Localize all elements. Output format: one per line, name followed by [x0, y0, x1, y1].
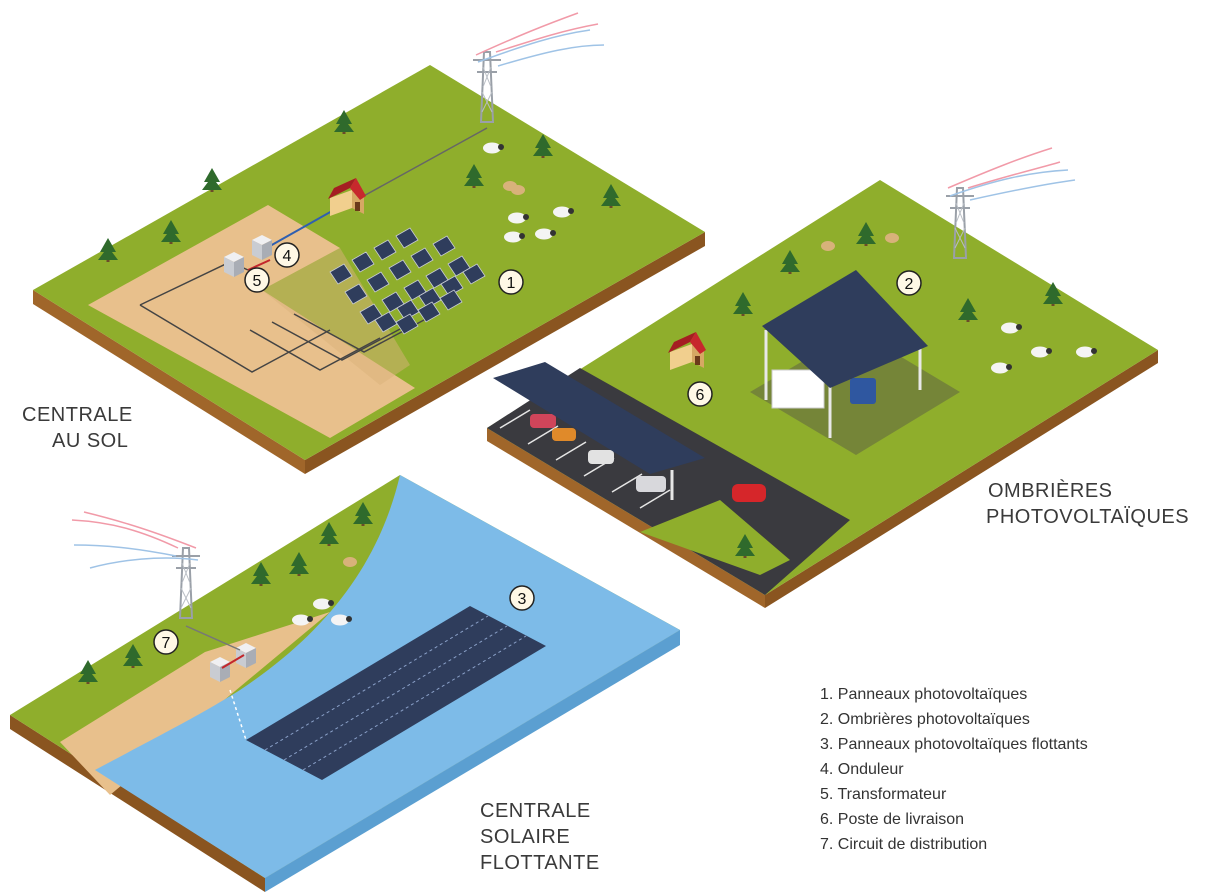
- marker-1-text: 1: [507, 275, 516, 292]
- legend-item: 7. Circuit de distribution: [820, 836, 988, 853]
- marker-2-text: 2: [905, 276, 914, 293]
- truck: [850, 378, 876, 404]
- transformer-floating: [210, 657, 230, 682]
- marker-3: 3: [509, 585, 535, 611]
- marker-6: 6: [687, 381, 713, 407]
- floating-label-line2: SOLAIRE: [480, 826, 571, 848]
- marker-3-text: 3: [518, 591, 527, 608]
- inverter-floating: [236, 643, 256, 668]
- legend-item: 4. Onduleur: [820, 761, 904, 778]
- marker-2: 2: [896, 270, 922, 296]
- legend-item: 6. Poste de livraison: [820, 811, 965, 828]
- inverter-box: [252, 235, 272, 260]
- carport-roof: [493, 362, 705, 474]
- floating-site: [10, 475, 680, 892]
- canopy-label-line2: PHOTOVOLTAÏQUES: [986, 506, 1190, 528]
- legend-item: 2. Ombrières photovoltaïques: [820, 711, 1030, 728]
- legend: 1. Panneaux photovoltaïques 2. Ombrières…: [820, 682, 1088, 857]
- canopy-roof: [762, 270, 928, 388]
- floating-plant-label: CENTRALE SOLAIRE FLOTTANTE: [480, 798, 600, 876]
- ground-plant: [33, 12, 705, 474]
- legend-item: 1. Panneaux photovoltaïques: [820, 686, 1028, 703]
- marker-1: 1: [498, 269, 524, 295]
- transformer-box: [224, 252, 244, 277]
- ground-label-line1: CENTRALE: [22, 404, 133, 426]
- marker-5-text: 5: [253, 273, 262, 290]
- ground-plant-label: CENTRALE AU SOL: [22, 402, 133, 454]
- floating-label-line1: CENTRALE: [480, 800, 591, 822]
- marker-7: 7: [153, 629, 179, 655]
- legend-item: 5. Transformateur: [820, 786, 947, 803]
- marker-4-text: 4: [283, 248, 292, 265]
- canopy-label-line1: OMBRIÈRES: [988, 480, 1113, 502]
- marker-5: 5: [244, 267, 270, 293]
- floating-label-line3: FLOTTANTE: [480, 852, 600, 874]
- marker-6-text: 6: [696, 387, 705, 404]
- ground-label-line2: AU SOL: [52, 430, 129, 452]
- marker-7-text: 7: [162, 635, 171, 652]
- white-bales: [771, 369, 825, 409]
- legend-item: 3. Panneaux photovoltaïques flottants: [820, 736, 1088, 753]
- red-car: [732, 484, 766, 502]
- floating-panels: [246, 606, 546, 780]
- canopy-label: OMBRIÈRES PHOTOVOLTAÏQUES: [986, 478, 1190, 530]
- canopy-site: [487, 147, 1158, 608]
- marker-4: 4: [274, 242, 300, 268]
